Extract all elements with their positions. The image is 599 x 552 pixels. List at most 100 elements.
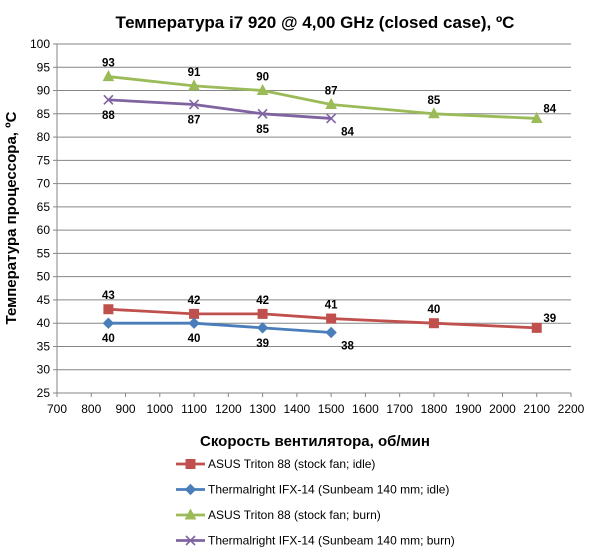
y-tick-label: 85 <box>37 107 51 121</box>
marker-x <box>103 94 114 105</box>
marker-x-stroke <box>185 535 196 546</box>
marker-square <box>326 313 337 324</box>
y-tick-label: 50 <box>37 270 51 284</box>
data-label: 93 <box>102 58 115 70</box>
x-axis-title: Скорость вентилятора, об/мин <box>200 433 430 450</box>
y-tick-label: 45 <box>37 293 51 307</box>
marker-x <box>185 535 196 546</box>
legend-label: Thermalright IFX-14 (Sunbeam 140 mm; idl… <box>208 483 449 497</box>
legend-item: Thermalright IFX-14 (Sunbeam 140 mm; idl… <box>176 483 449 497</box>
series-line <box>108 75 537 120</box>
marker-triangle <box>102 69 115 82</box>
marker-x <box>189 99 200 110</box>
x-tick-label: 1400 <box>284 402 311 416</box>
marker-diamond <box>188 317 200 329</box>
y-tick-label: 30 <box>37 363 51 377</box>
series-line <box>108 98 332 120</box>
marker-x-stroke <box>103 94 114 105</box>
x-tick-labels: 700 800 900 1000 1100 1200 1300 1400 1500 1600 170… <box>47 402 585 416</box>
marker-triangle <box>428 107 440 119</box>
marker-triangle <box>256 83 269 96</box>
marker-square <box>189 308 200 319</box>
series-group <box>102 317 337 339</box>
y-tick-label: 65 <box>37 200 51 214</box>
marker-triangle <box>530 111 543 123</box>
series-line <box>108 307 537 330</box>
legend-label: Thermalright IFX-14 (Sunbeam 140 mm; bur… <box>208 534 455 548</box>
data-label: 90 <box>256 72 269 84</box>
legend-label: ASUS Triton 88 (stock fan; idle) <box>208 457 375 471</box>
x-tick-label: 2000 <box>489 402 516 416</box>
y-tick-label: 55 <box>37 246 51 260</box>
marker-diamond <box>102 317 115 329</box>
y-tick-label: 60 <box>37 223 51 237</box>
x-tick-label: 2100 <box>523 402 550 416</box>
x-tick-label: 1000 <box>146 402 173 416</box>
y-tick-label: 100 <box>30 37 50 51</box>
x-tick-label: 800 <box>81 402 101 416</box>
chart-title: Температура i7 920 @ 4,00 GHz (closed ca… <box>116 13 515 32</box>
y-tick-label: 35 <box>37 339 51 353</box>
y-tick-label: 80 <box>37 130 51 144</box>
marker-square <box>257 308 268 319</box>
y-tick-label: 90 <box>37 84 51 98</box>
x-tick-label: 1500 <box>318 402 345 416</box>
series-group <box>103 94 337 124</box>
marker-triangle <box>188 79 200 91</box>
series-line <box>108 321 332 334</box>
data-label: 39 <box>543 313 556 325</box>
x-tick-label: 1600 <box>352 402 379 416</box>
marker-diamond <box>256 322 269 334</box>
x-tick-label: 1700 <box>386 402 413 416</box>
x-tick-label: 2200 <box>558 402 585 416</box>
y-tick-label: 70 <box>37 177 51 191</box>
series-group <box>103 304 542 333</box>
y-tick-label: 40 <box>37 316 51 330</box>
data-label: 85 <box>256 124 269 136</box>
legend-item: Thermalright IFX-14 (Sunbeam 140 mm; bur… <box>176 534 455 548</box>
x-tick-label: 1900 <box>455 402 482 416</box>
marker-square <box>428 318 439 329</box>
marker-x <box>326 113 337 124</box>
legend-item: ASUS Triton 88 (stock fan; idle) <box>176 457 375 471</box>
data-label: 40 <box>188 333 201 345</box>
data-label: 40 <box>102 333 115 345</box>
marker-square <box>185 459 196 469</box>
marker-square <box>103 304 114 315</box>
marker-x <box>257 108 268 119</box>
marker-square <box>531 322 542 333</box>
data-label: 43 <box>102 290 115 302</box>
data-label: 42 <box>256 295 269 307</box>
data-label: 41 <box>325 300 338 312</box>
legend-label: ASUS Triton 88 (stock fan; burn) <box>208 508 381 522</box>
x-tick-label: 900 <box>116 402 136 416</box>
marker-x-stroke <box>189 99 200 110</box>
marker-diamond <box>184 483 197 496</box>
data-labels: 43 42 42 41 40 39 40 40 39 38 93 91 90 87 85 84 88 87 85 84 <box>102 58 557 353</box>
marker-triangle <box>325 97 337 109</box>
data-label: 40 <box>428 304 441 316</box>
data-label: 87 <box>188 114 201 126</box>
y-tick-label: 25 <box>37 386 51 400</box>
series-group <box>102 69 543 123</box>
y-tick-label: 95 <box>37 60 51 74</box>
data-label: 42 <box>188 295 201 307</box>
y-axis-title: Температура процессора, ºC <box>3 111 20 324</box>
y-tick-label: 75 <box>37 153 51 167</box>
marker-diamond <box>325 326 337 339</box>
x-tick-label: 700 <box>47 402 67 416</box>
data-label: 85 <box>428 95 441 107</box>
data-label: 87 <box>325 85 338 97</box>
legend: ASUS Triton 88 (stock fan; idle) Thermalr… <box>176 457 455 548</box>
legend-item: ASUS Triton 88 (stock fan; burn) <box>176 508 381 522</box>
data-label: 84 <box>341 126 354 138</box>
x-tick-label: 1200 <box>215 402 242 416</box>
data-label: 88 <box>102 110 115 122</box>
data-label: 84 <box>543 103 556 115</box>
series-layer <box>102 69 543 339</box>
data-label: 38 <box>341 341 354 353</box>
marker-triangle <box>184 508 197 520</box>
y-tick-labels: 25 30 35 40 45 50 55 60 65 70 75 80 85 90 95 100 <box>30 37 50 400</box>
data-label: 91 <box>188 67 201 79</box>
